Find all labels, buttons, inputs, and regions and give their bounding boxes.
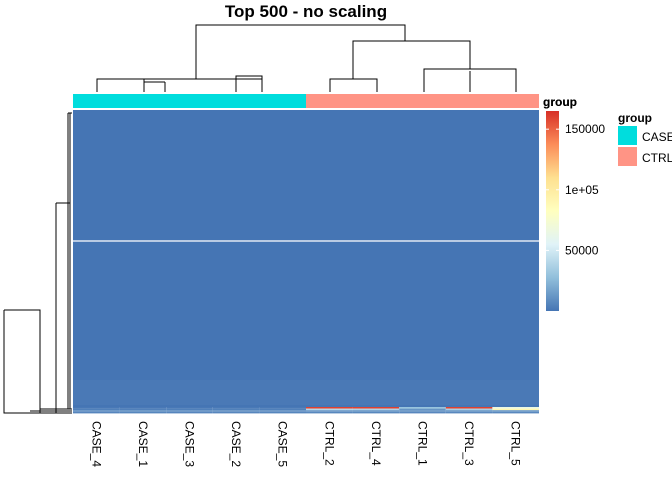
heatmap-cell [492, 408, 539, 411]
heatmap-cell [445, 411, 493, 414]
color-scale-tick-label: 1e+05 [565, 183, 599, 197]
heatmap-main-block [73, 110, 539, 407]
heatmap-cell [352, 410, 400, 412]
color-scale-title: group [543, 95, 577, 109]
color-scale-tick-label: 150000 [565, 122, 605, 136]
column-label: CASE_5 [276, 421, 290, 467]
heatmap-cell [119, 411, 167, 414]
group-legend-title: group [618, 111, 652, 125]
heatmap-cell [492, 411, 539, 414]
legend-swatch-ctrl [618, 147, 637, 166]
row-dendro-top [67, 112, 72, 409]
heatmap-cell [259, 408, 306, 411]
col-dendro-ctrl [329, 40, 471, 92]
heatmap-cell [259, 411, 306, 414]
heatmap-cell [399, 411, 446, 414]
heatmap-cell [212, 408, 260, 411]
annotation-bar [73, 94, 539, 108]
heatmap-cell [119, 408, 167, 411]
column-label: CTRL_1 [416, 421, 430, 466]
row-dendrogram [3, 112, 72, 414]
col-dendro-root [195, 24, 406, 79]
heatmap-cell [352, 408, 400, 411]
heatmap-cell [306, 407, 353, 409]
row-dendro-main [69, 113, 72, 410]
annotation-ctrl [306, 94, 539, 108]
heatmap-cell [445, 408, 493, 411]
col-dendro-case-a [143, 79, 166, 92]
heatmap-cell [73, 411, 120, 414]
group-legend: group CASE CTRL [618, 111, 672, 166]
heatmap-cell [73, 407, 120, 409]
row-dendro-d [30, 408, 72, 412]
column-label: CASE_4 [89, 421, 103, 467]
heatmap-cell [352, 407, 400, 409]
heatmap-cell [166, 408, 213, 411]
annotation-case [73, 94, 306, 108]
heatmap-cell [166, 407, 213, 409]
heatmap-bottom-rows [73, 407, 539, 414]
heatmap-cell [306, 408, 353, 411]
legend-label-case: CASE [642, 130, 672, 144]
heatmap-cell [259, 407, 306, 409]
heatmap-cell [492, 410, 539, 412]
legend-swatch-case [618, 126, 637, 145]
heatmap-cell [399, 410, 446, 412]
heatmap-cell [166, 410, 213, 412]
heatmap-cell [445, 410, 493, 412]
heatmap-cell [166, 411, 213, 414]
heatmap-cell [492, 407, 539, 409]
column-label: CTRL_4 [369, 421, 383, 466]
color-scale: group 50000 1e+05 150000 [543, 95, 605, 311]
heatmap-cell [119, 410, 167, 412]
heatmap-cell [352, 411, 400, 414]
annotation-row-label: group [543, 95, 577, 109]
col-dendro-ctrl-b [423, 68, 517, 92]
heatmap-body [73, 110, 539, 414]
color-scale-tick-label: 50000 [565, 243, 599, 257]
column-labels: CASE_4 CASE_1 CASE_3 CASE_2 CASE_5 CTRL_2 CTRL… [89, 421, 522, 467]
heatmap-shade-band [73, 380, 539, 405]
col-dendro-case [96, 78, 262, 92]
heatmap-cell [212, 410, 260, 412]
legend-label-ctrl: CTRL [642, 151, 672, 165]
column-label: CTRL_5 [509, 421, 523, 466]
column-label: CTRL_2 [322, 421, 336, 466]
heatmap-cell [399, 407, 446, 409]
heatmap-cell [73, 408, 120, 411]
row-dendro-c [3, 310, 72, 414]
heatmap-cell [119, 407, 167, 409]
heatmap-cell [73, 410, 120, 412]
column-label: CASE_3 [183, 421, 197, 467]
heatmap-cell [259, 410, 306, 412]
column-label: CASE_2 [229, 421, 243, 467]
chart-title: Top 500 - no scaling [225, 2, 387, 21]
heatmap-cell [212, 411, 260, 414]
color-scale-bar [546, 111, 559, 311]
heatmap-cell [399, 408, 446, 411]
column-label: CTRL_3 [462, 421, 476, 466]
color-scale-ticks: 50000 1e+05 150000 [546, 122, 605, 257]
col-dendro-case-b [235, 75, 263, 92]
heatmap-cell [306, 411, 353, 414]
column-label: CASE_1 [136, 421, 150, 467]
row-dendro-b [4, 309, 41, 413]
heatmap-cell [212, 407, 260, 409]
heatmap-cell [445, 407, 493, 409]
heatmap-cell [306, 410, 353, 412]
column-dendrogram [96, 24, 517, 92]
